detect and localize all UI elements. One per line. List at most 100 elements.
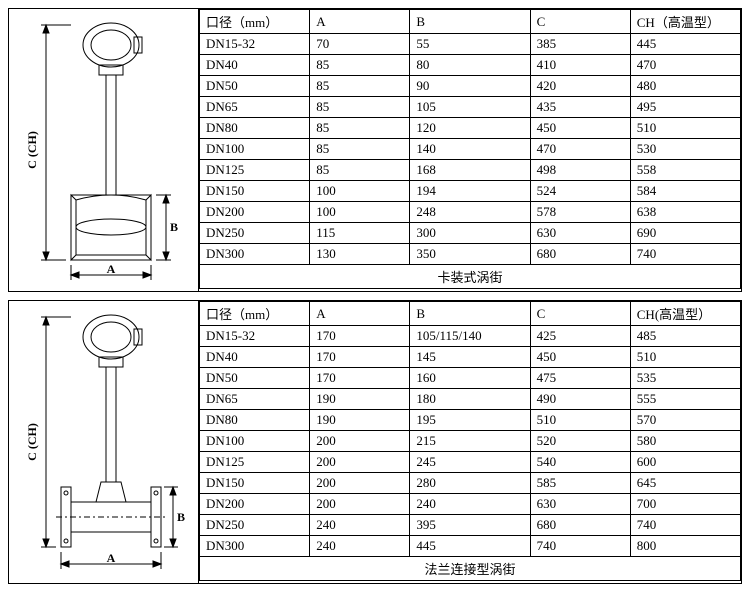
table-row: DN200100248578638: [200, 202, 741, 223]
table-cell: 55: [410, 34, 530, 55]
table-cell: 145: [410, 347, 530, 368]
diagram-wafer: C (CH) B A: [9, 9, 199, 291]
table-cell: 105/115/140: [410, 326, 530, 347]
table-cell: DN200: [200, 202, 310, 223]
table-cell: 420: [530, 76, 630, 97]
table-cell: 200: [310, 452, 410, 473]
table-cell: 240: [410, 494, 530, 515]
table-row: DN508590420480: [200, 76, 741, 97]
table-cell: 395: [410, 515, 530, 536]
label-c-ch: C (CH): [25, 423, 39, 461]
table-cell: 195: [410, 410, 530, 431]
table-cell: 70: [310, 34, 410, 55]
table-row: DN65190180490555: [200, 389, 741, 410]
table-cell: DN100: [200, 139, 310, 160]
table-cell: 510: [630, 118, 740, 139]
table-cell: 90: [410, 76, 530, 97]
wafer-svg: C (CH) B A: [16, 15, 191, 285]
table-cell: DN150: [200, 181, 310, 202]
table-cell: 435: [530, 97, 630, 118]
table-cell: 510: [530, 410, 630, 431]
table-cell: 520: [530, 431, 630, 452]
table-cell: 485: [630, 326, 740, 347]
section-wafer: C (CH) B A 口径（mm） A B C CH（高温型） DN15-327…: [8, 8, 742, 292]
table-cell: 170: [310, 347, 410, 368]
table-cell: 570: [630, 410, 740, 431]
table-header-row: 口径（mm） A B C CH(高温型）: [200, 302, 741, 326]
table-cell: 280: [410, 473, 530, 494]
table-cell: 180: [410, 389, 530, 410]
label-a: A: [107, 551, 116, 565]
table-cell: 450: [530, 118, 630, 139]
table-cell: DN150: [200, 473, 310, 494]
table-cell: 740: [630, 515, 740, 536]
th: 口径（mm）: [200, 302, 310, 326]
table-cell: 580: [630, 431, 740, 452]
table-cell: 140: [410, 139, 530, 160]
table-cell: 510: [630, 347, 740, 368]
table-cell: DN250: [200, 223, 310, 244]
table-cell: 240: [310, 536, 410, 557]
table-cell: 200: [310, 494, 410, 515]
table-cell: 85: [310, 97, 410, 118]
table-cell: 160: [410, 368, 530, 389]
table-cell: 445: [410, 536, 530, 557]
table-row: DN200200240630700: [200, 494, 741, 515]
table-cell: 85: [310, 118, 410, 139]
table-cell: 190: [310, 410, 410, 431]
table-cell: 800: [630, 536, 740, 557]
table-cell: 680: [530, 515, 630, 536]
table-cell: DN80: [200, 118, 310, 139]
table-row: DN12585168498558: [200, 160, 741, 181]
table-cell: DN15-32: [200, 34, 310, 55]
table-row: DN250240395680740: [200, 515, 741, 536]
table-wafer: 口径（mm） A B C CH（高温型） DN15-327055385445DN…: [199, 9, 741, 289]
table-row: DN6585105435495: [200, 97, 741, 118]
table-cell: DN50: [200, 76, 310, 97]
table-cell: DN40: [200, 347, 310, 368]
table-cell: 200: [310, 431, 410, 452]
th: B: [410, 10, 530, 34]
th: C: [530, 302, 630, 326]
th: CH（高温型）: [630, 10, 740, 34]
table-cell: 100: [310, 202, 410, 223]
table-cell: 190: [310, 389, 410, 410]
table-cell: 245: [410, 452, 530, 473]
table-caption: 卡装式涡街: [200, 265, 741, 289]
table-row: DN300240445740800: [200, 536, 741, 557]
table-cell: DN65: [200, 97, 310, 118]
table-cell: 85: [310, 76, 410, 97]
table-cell: 470: [530, 139, 630, 160]
table-row: DN15-32170105/115/140425485: [200, 326, 741, 347]
table-cell: 578: [530, 202, 630, 223]
table-row: DN125200245540600: [200, 452, 741, 473]
table-cell: 700: [630, 494, 740, 515]
table-cell: 410: [530, 55, 630, 76]
table-cell: DN125: [200, 160, 310, 181]
table-flange-wrap: 口径（mm） A B C CH(高温型） DN15-32170105/115/1…: [199, 301, 741, 583]
table-row: DN10085140470530: [200, 139, 741, 160]
table-cell: DN50: [200, 368, 310, 389]
table-cell: 530: [630, 139, 740, 160]
table-cell: 535: [630, 368, 740, 389]
section-flange: C (CH) B A 口径（mm） A B C CH(高温型） DN15-321…: [8, 300, 742, 584]
table-cell: 558: [630, 160, 740, 181]
th: B: [410, 302, 530, 326]
table-cell: 450: [530, 347, 630, 368]
table-row: DN408580410470: [200, 55, 741, 76]
table-cell: 584: [630, 181, 740, 202]
table-cell: 585: [530, 473, 630, 494]
table-cell: 475: [530, 368, 630, 389]
table-cell: 300: [410, 223, 530, 244]
table-cell: 168: [410, 160, 530, 181]
th: A: [310, 302, 410, 326]
table-cell: 480: [630, 76, 740, 97]
label-c-ch: C (CH): [25, 131, 39, 169]
table-cell: DN100: [200, 431, 310, 452]
table-cell: 100: [310, 181, 410, 202]
flange-svg: C (CH) B A: [16, 307, 191, 577]
table-cell: DN125: [200, 452, 310, 473]
th: CH(高温型）: [630, 302, 740, 326]
table-cell: DN80: [200, 410, 310, 431]
label-b: B: [177, 510, 185, 524]
